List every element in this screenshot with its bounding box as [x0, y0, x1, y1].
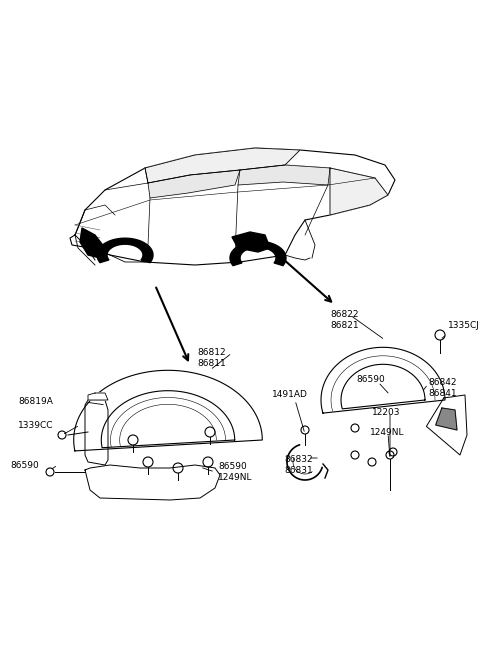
Text: 12203: 12203 [372, 408, 400, 417]
Polygon shape [145, 148, 300, 183]
Text: 1491AD: 1491AD [272, 390, 308, 399]
Polygon shape [97, 238, 153, 262]
Text: 86832
86831: 86832 86831 [284, 455, 313, 475]
Polygon shape [74, 370, 262, 451]
Text: 86842
86841: 86842 86841 [428, 378, 456, 398]
Polygon shape [436, 408, 457, 430]
Polygon shape [330, 168, 388, 215]
Text: 1249NL: 1249NL [370, 428, 405, 437]
Polygon shape [426, 395, 467, 455]
Polygon shape [148, 170, 240, 198]
Polygon shape [88, 393, 108, 400]
Polygon shape [85, 400, 108, 465]
Text: 86819A: 86819A [18, 398, 53, 407]
Polygon shape [85, 465, 220, 500]
Text: 86822
86821: 86822 86821 [330, 310, 359, 330]
Text: 86590: 86590 [356, 375, 385, 384]
Text: 86590: 86590 [10, 461, 39, 470]
Polygon shape [321, 347, 445, 413]
Polygon shape [80, 228, 105, 258]
Text: 1339CC: 1339CC [18, 420, 53, 430]
Text: 86812
86811: 86812 86811 [197, 348, 226, 368]
Polygon shape [70, 148, 395, 265]
Polygon shape [238, 165, 330, 185]
Text: 1335CJ: 1335CJ [448, 321, 480, 331]
Polygon shape [230, 241, 286, 266]
Text: 86590
1249NL: 86590 1249NL [218, 462, 252, 482]
Polygon shape [232, 232, 270, 252]
